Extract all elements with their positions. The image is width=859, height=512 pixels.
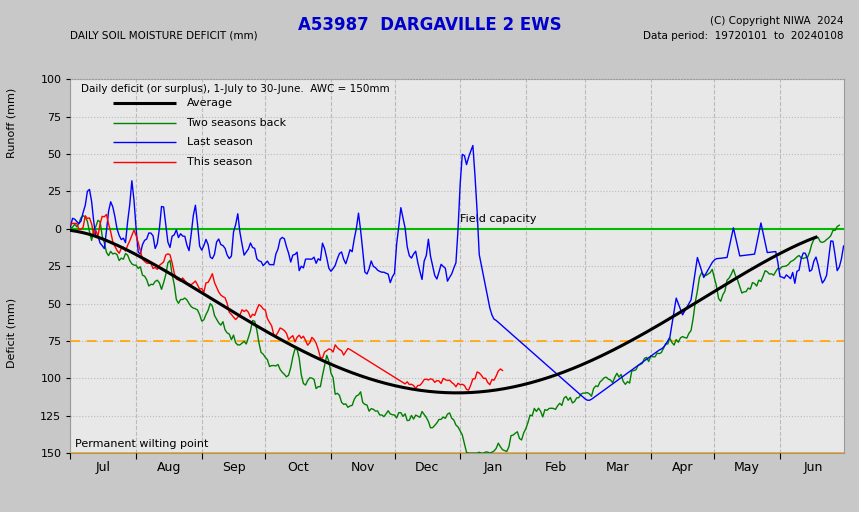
Text: Data period:  19720101  to  20240108: Data period: 19720101 to 20240108 (643, 31, 844, 41)
Text: Two seasons back: Two seasons back (187, 118, 286, 127)
Text: A53987  DARGAVILLE 2 EWS: A53987 DARGAVILLE 2 EWS (298, 16, 561, 34)
Text: Runoff (mm): Runoff (mm) (6, 88, 16, 158)
Text: Daily deficit (or surplus), 1-July to 30-June.  AWC = 150mm: Daily deficit (or surplus), 1-July to 30… (81, 84, 390, 94)
Text: Deficit (mm): Deficit (mm) (6, 298, 16, 368)
Text: DAILY SOIL MOISTURE DEFICIT (mm): DAILY SOIL MOISTURE DEFICIT (mm) (70, 31, 258, 41)
Text: Field capacity: Field capacity (460, 215, 537, 224)
Text: This season: This season (187, 157, 253, 166)
Text: Permanent wilting point: Permanent wilting point (75, 439, 208, 449)
Text: Last season: Last season (187, 137, 253, 147)
Text: Average: Average (187, 98, 233, 108)
Text: (C) Copyright NIWA  2024: (C) Copyright NIWA 2024 (710, 16, 844, 27)
